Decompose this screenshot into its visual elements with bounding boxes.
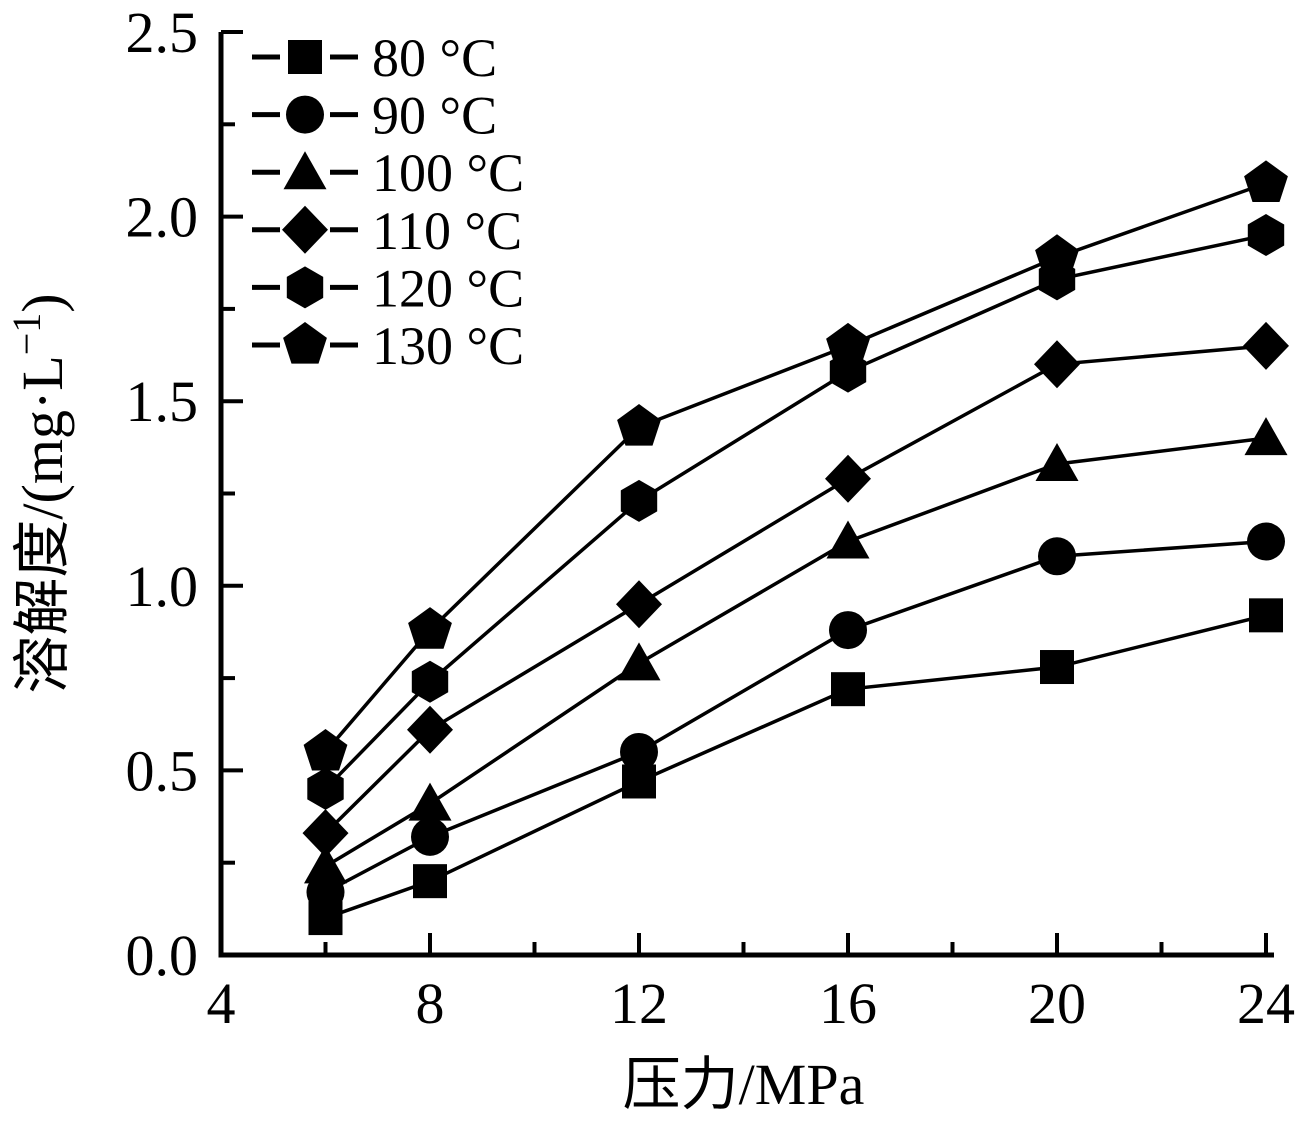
series-110c xyxy=(302,321,1289,858)
hexagon-marker xyxy=(286,266,324,309)
triangle-marker xyxy=(304,845,347,884)
pentagon-marker xyxy=(303,728,348,771)
circle-marker xyxy=(829,611,867,650)
triangle-marker xyxy=(283,151,327,190)
series-100c xyxy=(304,417,1288,884)
square-marker xyxy=(1249,598,1283,633)
square-marker xyxy=(1040,650,1074,685)
x-tick-label: 24 xyxy=(1237,971,1295,1036)
series-120c xyxy=(307,214,1285,810)
series-90c xyxy=(306,522,1285,912)
y-tick-label: 2.5 xyxy=(126,0,199,65)
diamond-marker xyxy=(1243,321,1289,370)
pentagon-marker xyxy=(826,322,870,365)
square-marker xyxy=(831,672,865,707)
legend-label: 110 °C xyxy=(372,201,522,261)
triangle-marker xyxy=(826,520,870,559)
y-axis-title: 溶解度/(mg·L−1) xyxy=(4,293,75,693)
triangle-marker xyxy=(1244,417,1288,456)
circle-marker xyxy=(1038,537,1076,576)
series-line xyxy=(324,233,1267,791)
square-marker xyxy=(288,40,322,74)
legend-item-90c: 90 °C xyxy=(252,86,497,146)
legend-item-110c: 110 °C xyxy=(252,201,522,261)
pentagon-marker xyxy=(408,607,452,649)
series-line xyxy=(324,181,1267,754)
legend-item-80c: 80 °C xyxy=(252,28,497,88)
triangle-marker xyxy=(1035,442,1079,481)
x-axis-title: 压力/MPa xyxy=(623,1052,865,1117)
diamond-marker xyxy=(616,580,662,629)
pentagon-marker xyxy=(283,322,327,364)
diamond-marker xyxy=(407,705,453,754)
x-tick-label: 4 xyxy=(207,971,236,1036)
y-tick-label: 0.5 xyxy=(126,738,199,803)
y-tick-label: 2.0 xyxy=(126,185,199,250)
legend-item-100c: 100 °C xyxy=(252,143,524,203)
hexagon-marker xyxy=(1247,214,1285,257)
series-line xyxy=(324,539,1267,894)
square-marker xyxy=(413,864,447,899)
legend-item-130c: 130 °C xyxy=(252,316,524,376)
pentagon-marker xyxy=(1035,234,1079,276)
circle-marker xyxy=(411,817,449,856)
hexagon-marker xyxy=(620,479,658,522)
series-line xyxy=(324,613,1267,920)
legend-label: 80 °C xyxy=(372,28,497,88)
legend-item-120c: 120 °C xyxy=(252,258,524,318)
series-80c xyxy=(308,598,1283,936)
x-tick-label: 12 xyxy=(610,971,668,1036)
legend-label: 100 °C xyxy=(372,143,524,203)
triangle-marker xyxy=(617,642,661,681)
triangle-marker xyxy=(408,782,452,821)
x-tick-label: 20 xyxy=(1028,971,1086,1036)
diamond-marker xyxy=(1034,340,1080,389)
legend-label: 90 °C xyxy=(372,86,497,146)
series-130c xyxy=(303,160,1288,771)
pentagon-marker xyxy=(1244,160,1288,202)
axes: 4 8 12 16 20 24 0.0 0.5 1.0 1.5 2.0 2.5 压力/MPa 溶解度/(m… xyxy=(4,0,1295,1117)
hexagon-marker xyxy=(307,767,344,810)
y-tick-label: 0.0 xyxy=(126,923,199,988)
diamond-marker xyxy=(302,809,349,858)
circle-marker xyxy=(1247,522,1285,561)
x-tick-label: 8 xyxy=(416,971,445,1036)
circle-marker xyxy=(620,732,658,771)
x-tick-label: 16 xyxy=(819,971,877,1036)
y-tick-label: 1.5 xyxy=(126,369,199,434)
y-tick-label: 1.0 xyxy=(126,554,199,619)
diamond-marker xyxy=(282,205,328,254)
hexagon-marker xyxy=(411,660,449,703)
diamond-marker xyxy=(825,454,871,503)
series-line xyxy=(324,344,1267,835)
legend-label: 130 °C xyxy=(372,316,524,376)
legend-label: 120 °C xyxy=(372,258,524,318)
pentagon-marker xyxy=(617,404,661,446)
circle-marker xyxy=(286,95,324,134)
